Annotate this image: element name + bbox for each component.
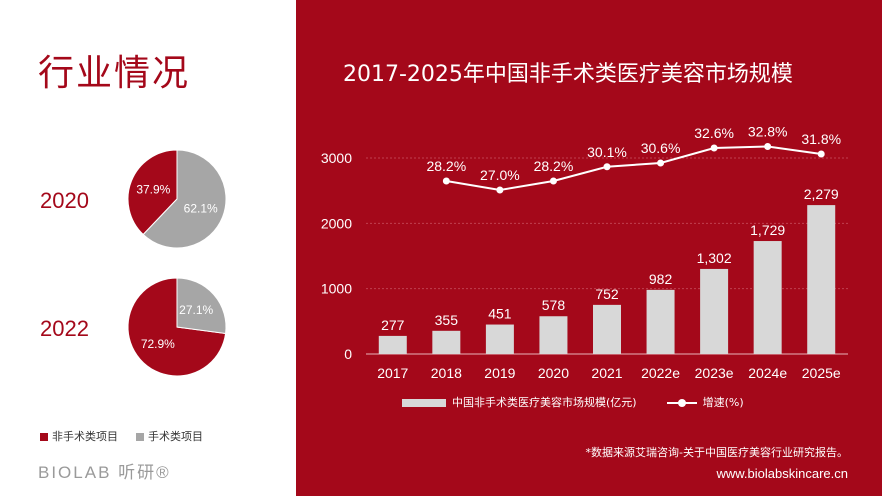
- growth-value-label: 32.8%: [748, 124, 788, 140]
- x-tick-label: 2025e: [802, 365, 841, 381]
- right-panel: [296, 0, 882, 496]
- pie-label-surgical: 62.1%: [184, 201, 218, 215]
- bar-2017: [378, 335, 407, 354]
- y-tick-label: 1000: [321, 281, 352, 297]
- legend-surgical: 手术类项目: [136, 428, 203, 444]
- x-tick-label: 2021: [591, 365, 622, 381]
- legend-swatch-icon: [136, 433, 144, 441]
- pie-legend: 非手术类项目 手术类项目: [40, 428, 203, 444]
- chart-title: 2017-2025年中国非手术类医疗美容市场规模: [343, 62, 793, 87]
- bar-2022e: [646, 289, 675, 354]
- bar-value-label: 277: [381, 317, 405, 333]
- pie-slice-surgical: [142, 149, 227, 249]
- chart-legend: 中国非手术类医疗美容市场规模(亿元) 增速(%): [402, 394, 744, 410]
- growth-point: [764, 143, 772, 150]
- legend-bar-series: 中国非手术类医疗美容市场规模(亿元): [402, 394, 637, 410]
- legend-line-series: 增速(%): [666, 394, 744, 410]
- bar-2024e: [753, 241, 782, 354]
- x-tick-label: 2019: [484, 365, 515, 381]
- x-tick-label: 2022e: [641, 365, 680, 381]
- pie-label-surgical: 27.1%: [179, 303, 213, 317]
- left-panel: 行业情况 2020 37.9% 62.1% 2022 72.9% 27.1% 非手术…: [0, 0, 296, 496]
- growth-value-label: 32.6%: [694, 125, 734, 141]
- bar-value-label: 752: [595, 286, 619, 302]
- growth-point: [817, 150, 825, 158]
- website-link[interactable]: www.biolabskincare.cn: [716, 466, 848, 481]
- pie-year-2020: 2020: [40, 188, 89, 213]
- pie-label-non-surgical: 37.9%: [136, 183, 170, 197]
- legend-swatch-icon: [40, 433, 48, 441]
- bar-value-label: 982: [649, 271, 673, 287]
- bar-value-label: 1,729: [750, 222, 785, 238]
- growth-point: [603, 163, 611, 171]
- x-tick-label: 2017: [377, 365, 408, 381]
- x-tick-label: 2018: [431, 365, 462, 381]
- growth-value-label: 31.8%: [801, 131, 841, 147]
- bar-value-label: 1,302: [697, 250, 732, 266]
- y-tick-label: 0: [344, 346, 352, 362]
- growth-point: [442, 177, 450, 185]
- growth-value-label: 28.2%: [534, 158, 574, 174]
- bar-swatch-icon: [402, 399, 446, 407]
- section-title: 行业情况: [38, 53, 191, 94]
- bar-2019: [485, 324, 514, 354]
- growth-value-label: 30.6%: [641, 140, 681, 156]
- growth-value-label: 27.0%: [480, 167, 520, 183]
- bar-line-chart: 0 1000 2000 3000 277 355 451 578 752 982 1,302 1,7…: [321, 124, 848, 381]
- bar-2025e: [807, 205, 836, 354]
- bar-2018: [432, 330, 461, 354]
- bar-2020: [539, 316, 568, 354]
- pie-slice-surgical: [176, 277, 227, 335]
- legend-label: 手术类项目: [148, 430, 203, 443]
- pie-chart-2020: 37.9% 62.1%: [127, 149, 227, 249]
- growth-point: [549, 177, 557, 185]
- x-tick-label: 2023e: [695, 365, 734, 381]
- bar-value-label: 355: [435, 312, 459, 328]
- source-note: *数据来源艾瑞咨询-关于中国医疗美容行业研究报告。: [585, 446, 848, 459]
- bar-2021: [593, 304, 621, 354]
- growth-point: [657, 159, 665, 167]
- line-marker-icon: [666, 399, 697, 407]
- legend-non-surgical: 非手术类项目: [40, 428, 118, 444]
- bar-2023e: [700, 268, 729, 354]
- growth-point: [496, 186, 504, 194]
- legend-label: 中国非手术类医疗美容市场规模(亿元): [452, 396, 637, 409]
- legend-label: 非手术类项目: [52, 430, 118, 443]
- pie-year-2022: 2022: [40, 316, 89, 341]
- bar-value-label: 451: [488, 306, 512, 322]
- y-tick-label: 3000: [321, 150, 352, 166]
- legend-label: 增速(%): [702, 396, 744, 409]
- pie-label-non-surgical: 72.9%: [141, 337, 175, 351]
- brand-logo: BIOLAB 听研®: [38, 463, 171, 482]
- growth-value-label: 28.2%: [426, 158, 466, 174]
- pie-slice-non-surgical: [127, 149, 178, 236]
- bar-value-label: 578: [542, 297, 566, 313]
- x-tick-label: 2020: [538, 365, 569, 381]
- x-tick-label: 2024e: [748, 365, 787, 381]
- growth-point: [710, 144, 718, 152]
- pie-chart-2022: 72.9% 27.1%: [127, 277, 227, 377]
- y-tick-label: 2000: [321, 215, 352, 231]
- growth-value-label: 30.1%: [587, 144, 627, 160]
- growth-line: [446, 145, 822, 192]
- bar-value-label: 2,279: [804, 186, 839, 202]
